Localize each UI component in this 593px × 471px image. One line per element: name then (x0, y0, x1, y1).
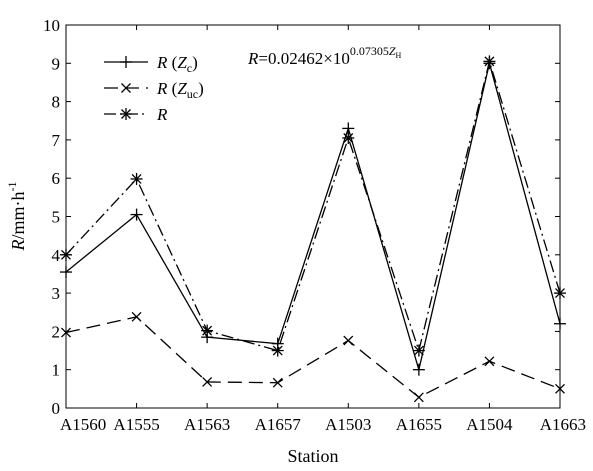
x-tick-label-A1663: A1663 (540, 415, 586, 434)
point-Ruc-A1560 (61, 327, 71, 338)
x-tick-label-A1503: A1503 (325, 415, 371, 434)
y-tick-label-5: 5 (52, 208, 61, 227)
y-tick-label-0: 0 (52, 399, 61, 418)
x-tick-label-A1657: A1657 (255, 415, 302, 434)
legend-label-Ruc: R (Zuc) (156, 79, 204, 101)
legend-item-Rc: R (Zc) (104, 53, 198, 75)
legend-label-var: R (156, 53, 168, 72)
point-R-A1503 (342, 131, 355, 144)
point-Ruc-A1503 (343, 335, 354, 346)
formula-annotation: R=0.02462×100.07305ZH (247, 44, 402, 68)
y-tick-label-2: 2 (52, 322, 61, 341)
legend-label-close: ) (192, 53, 198, 72)
y-tick-label-7: 7 (52, 131, 61, 150)
legend-marker-R (120, 108, 132, 120)
x-tick-label-A1655: A1655 (396, 415, 442, 434)
formula-exponent: 0.07305 (350, 44, 389, 58)
y-tick-label-8: 8 (52, 93, 61, 112)
legend-label-sub: uc (187, 87, 198, 101)
point-R-A1563 (201, 324, 214, 337)
x-tick-label-A1560: A1560 (60, 415, 106, 434)
point-Ruc-A1555 (131, 311, 142, 322)
point-Rc-A1663 (554, 317, 566, 330)
legend-label-zvar: Z (177, 79, 187, 98)
y-tick-label-10: 10 (43, 16, 60, 35)
y-axis-title-var: R (8, 240, 28, 252)
legend-label-zvar: Z (177, 53, 187, 72)
y-tick-label-3: 3 (52, 284, 61, 303)
series-line-Rc (65, 63, 561, 373)
series-R (60, 55, 566, 357)
legend-label-sub: c (187, 61, 192, 75)
legend-marker-Ruc (121, 83, 131, 93)
formula-exponent-sub: H (396, 51, 402, 60)
point-Rc-A1560 (60, 266, 72, 279)
legend-label-close: ) (198, 79, 204, 98)
formula-exponent-var: Z (389, 44, 396, 58)
formula-body: =0.02462×10 (258, 49, 349, 68)
legend-item-R: R (104, 105, 168, 124)
y-axis: 0 1 2 3 4 5 6 7 8 9 10 (43, 16, 560, 418)
legend-label-R: R (156, 105, 168, 124)
formula-lhs: R (247, 49, 259, 68)
point-R-A1657 (271, 344, 284, 357)
series-Ruc (61, 311, 565, 403)
legend-marker-Rc (120, 56, 132, 68)
legend-label-open: ( (167, 79, 177, 98)
legend-label-Rc: R (Zc) (156, 53, 198, 75)
y-axis-title: R/mm·h-1 (5, 182, 28, 252)
point-Ruc-A1655 (413, 392, 424, 403)
point-R-A1504 (483, 55, 496, 68)
x-tick-label-A1504: A1504 (466, 415, 513, 434)
point-R-A1663 (554, 287, 566, 300)
x-tick-label-A1563: A1563 (184, 415, 230, 434)
point-Rc-A1555 (130, 208, 143, 221)
y-tick-label-6: 6 (52, 169, 61, 188)
point-R-A1655 (412, 344, 425, 357)
legend-label-var: R (156, 79, 168, 98)
point-Rc-A1655 (412, 363, 425, 376)
legend: R (Zc)R (Zuc)R (104, 53, 204, 124)
x-tick-label-A1555: A1555 (113, 415, 159, 434)
svg-text:R/mm·h-1: R/mm·h-1 (5, 182, 28, 252)
y-axis-title-unit: /mm·h (8, 192, 28, 240)
series-line-Ruc (65, 316, 561, 399)
series-Rc (60, 57, 566, 376)
legend-label-open: ( (167, 53, 177, 72)
series-line-R (65, 58, 561, 353)
point-Ruc-A1663 (555, 383, 565, 394)
point-Ruc-A1504 (484, 356, 495, 367)
legend-label-var: R (156, 105, 168, 124)
y-tick-label-4: 4 (52, 246, 61, 265)
point-Ruc-A1563 (202, 376, 213, 387)
legend-item-Ruc: R (Zuc) (104, 79, 204, 101)
point-R-A1555 (130, 172, 143, 185)
plot-frame (65, 24, 561, 409)
y-tick-label-9: 9 (52, 54, 61, 73)
x-axis-title: Station (287, 446, 338, 466)
y-axis-title-exponent: -1 (5, 182, 19, 192)
y-tick-label-1: 1 (52, 361, 61, 380)
point-R-A1560 (60, 248, 72, 261)
x-axis: A1560 A1555 A1563 A1657 A1503 A1655 A1504 A1663 (60, 25, 586, 434)
series-layer (60, 55, 566, 403)
point-Ruc-A1657 (272, 377, 283, 388)
